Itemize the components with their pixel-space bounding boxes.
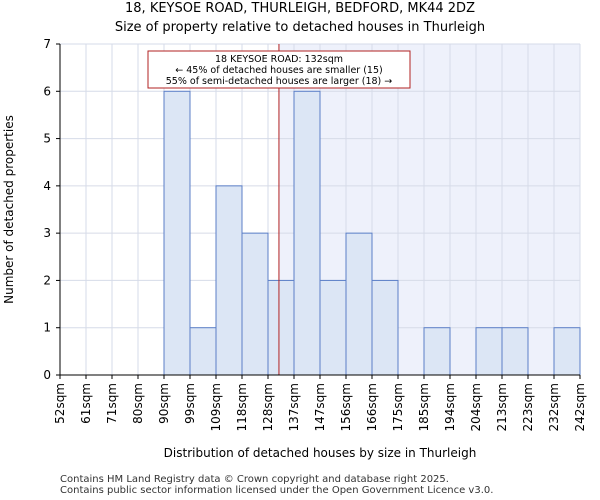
x-tick-label: 90sqm (157, 383, 171, 424)
footer-line-1: Contains HM Land Registry data © Crown c… (60, 474, 449, 485)
x-tick-label: 147sqm (313, 383, 327, 431)
y-axis-title: Number of detached properties (2, 115, 16, 304)
x-tick-label: 232sqm (547, 383, 561, 431)
y-tick-label: 0 (43, 368, 51, 382)
histogram-bar (215, 185, 243, 376)
x-tick-label: 52sqm (53, 383, 67, 424)
x-tick-label: 61sqm (79, 383, 93, 424)
x-tick-label: 185sqm (417, 383, 431, 431)
y-tick-label: 3 (43, 226, 51, 240)
annotation-line: 55% of semi-detached houses are larger (… (166, 76, 393, 87)
histogram-bar (475, 327, 503, 376)
x-tick-label: 213sqm (495, 383, 509, 431)
annotation-box (147, 50, 411, 89)
histogram-bar (319, 279, 347, 376)
x-tick-label: 80sqm (131, 383, 145, 424)
y-tick-label: 5 (43, 132, 51, 146)
histogram-bar (189, 327, 217, 376)
x-tick-label: 137sqm (287, 383, 301, 431)
x-tick-label: 99sqm (183, 383, 197, 424)
x-tick-label: 194sqm (443, 383, 457, 431)
x-tick-label: 71sqm (105, 383, 119, 424)
histogram-bar (293, 90, 321, 376)
y-tick-label: 7 (43, 37, 51, 51)
x-axis-title: Distribution of detached houses by size … (164, 446, 477, 460)
x-tick-label: 118sqm (235, 383, 249, 431)
y-tick-label: 2 (43, 273, 51, 287)
annotation-line: ← 45% of detached houses are smaller (15… (175, 65, 382, 76)
x-tick-label: 156sqm (339, 383, 353, 431)
x-tick-label: 175sqm (391, 383, 405, 431)
y-tick-label: 4 (43, 179, 51, 193)
y-tick-label: 1 (43, 321, 51, 335)
histogram-bar (423, 327, 451, 376)
histogram-bar (345, 232, 373, 376)
annotation-line: 18 KEYSOE ROAD: 132sqm (215, 54, 343, 65)
x-tick-label: 242sqm (573, 383, 587, 431)
chart-title: 18, KEYSOE ROAD, THURLEIGH, BEDFORD, MK4… (125, 1, 475, 16)
histogram-bar (163, 90, 191, 376)
x-tick-label: 223sqm (521, 383, 535, 431)
histogram-bar (553, 327, 581, 376)
x-tick-label: 109sqm (209, 383, 223, 431)
x-tick-label: 166sqm (365, 383, 379, 431)
x-tick-label: 204sqm (469, 383, 483, 431)
y-tick-label: 6 (43, 84, 51, 98)
histogram-bar (267, 279, 295, 376)
footer-line-2: Contains public sector information licen… (60, 485, 494, 496)
chart-subtitle: Size of property relative to detached ho… (114, 20, 486, 35)
histogram-bar (501, 327, 529, 376)
histogram-bar (241, 232, 269, 376)
histogram-bar (371, 279, 399, 376)
x-tick-label: 128sqm (261, 383, 275, 431)
